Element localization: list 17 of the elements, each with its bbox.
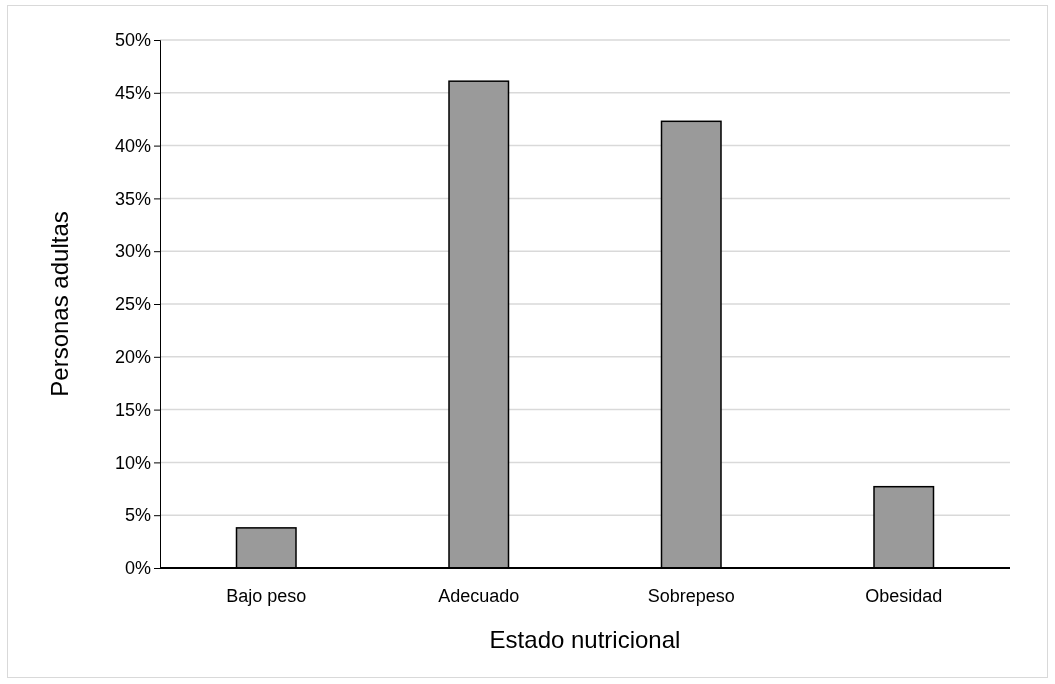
x-axis-title: Estado nutricional <box>489 626 681 653</box>
y-tick-label: 40% <box>114 135 151 156</box>
y-tick-label: 30% <box>114 241 151 262</box>
y-tick-label: 15% <box>114 399 151 420</box>
y-tick-label: 20% <box>114 347 151 368</box>
y-tick-label: 35% <box>114 188 151 209</box>
y-tick-label: 0% <box>124 558 151 579</box>
y-tick-label: 45% <box>114 83 151 104</box>
x-tick-label: Obesidad <box>865 585 943 606</box>
x-tick-label: Adecuado <box>438 585 520 606</box>
y-tick-label: 10% <box>114 452 151 473</box>
y-tick-label: 25% <box>114 294 151 315</box>
x-tick-label: Sobrepeso <box>647 585 735 606</box>
y-tick-label: 5% <box>124 505 151 526</box>
y-axis-title: Personas adultas <box>46 211 73 397</box>
x-tick-label: Bajo peso <box>226 585 307 606</box>
y-tick-label: 50% <box>114 30 151 51</box>
